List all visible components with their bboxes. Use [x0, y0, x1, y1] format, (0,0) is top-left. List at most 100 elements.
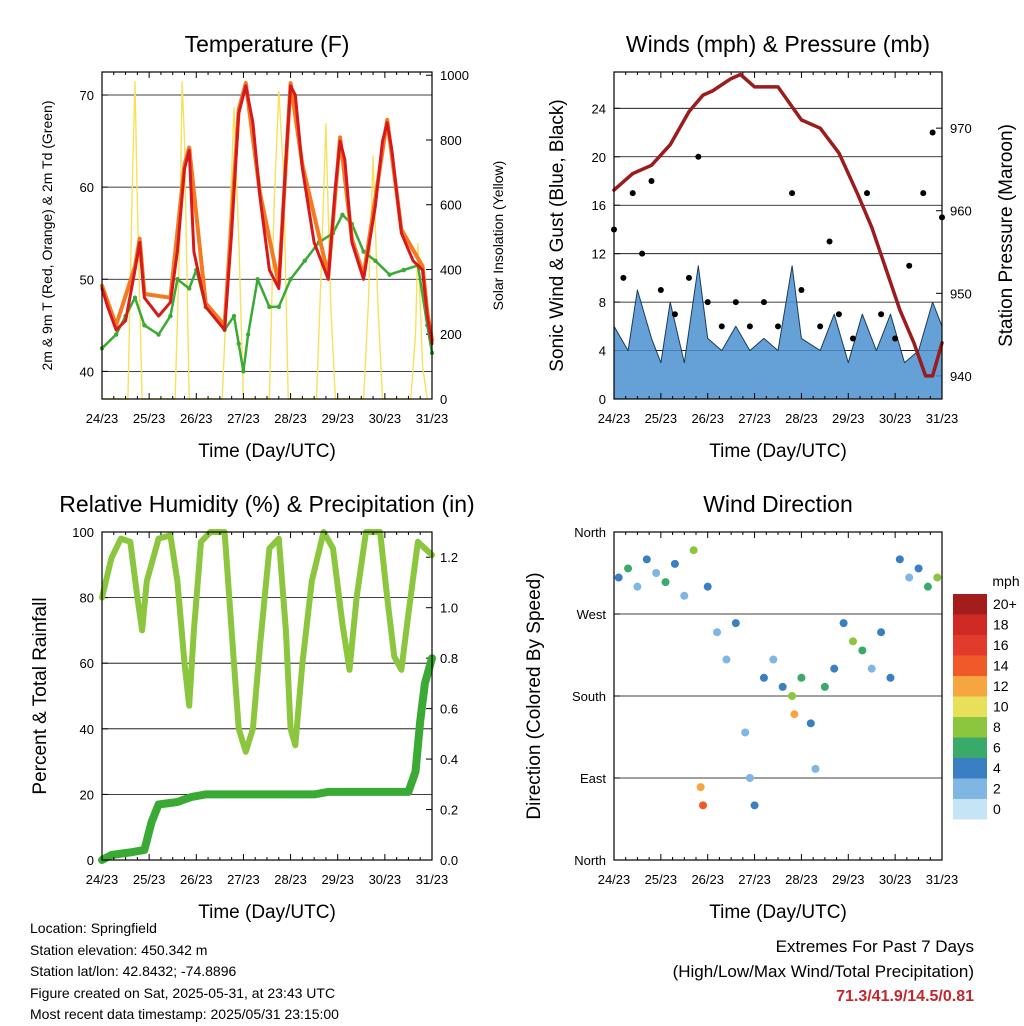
gust-point — [920, 190, 927, 197]
colorbar-swatch — [953, 758, 987, 779]
direction-point — [886, 673, 895, 682]
x-axis-label-0: Time (Day/UTC) — [198, 441, 336, 462]
x-tick-label-1-2: 26/23 — [691, 411, 724, 426]
gust-point — [629, 190, 636, 197]
direction-point — [680, 591, 689, 600]
x-tick-label-3-4: 28/23 — [785, 872, 818, 887]
y-tick-label-1-4: 16 — [592, 198, 606, 213]
gust-point — [878, 311, 885, 318]
dewpoint-point — [132, 295, 138, 300]
dewpoint-point — [288, 277, 293, 282]
x-tick-label-2-6: 30/23 — [369, 872, 402, 887]
direction-point — [745, 774, 754, 782]
y2-tick-label-2-0: 0.0 — [440, 853, 458, 868]
colorbar-label-6: 8 — [993, 719, 1001, 735]
x-tick-label-3-1: 25/23 — [645, 872, 678, 887]
x-tick-label-0-2: 26/23 — [180, 411, 213, 426]
direction-point — [806, 719, 815, 728]
colorbar-label-9: 2 — [993, 781, 1001, 797]
direction-point — [811, 764, 820, 773]
direction-point — [830, 664, 839, 673]
x-axis-label-2: Time (Day/UTC) — [198, 902, 336, 923]
gust-point — [704, 299, 711, 306]
direction-point — [624, 564, 633, 573]
dewpoint-point — [267, 304, 272, 310]
colorbar-label-8: 4 — [993, 760, 1001, 776]
dewpoint-point — [245, 332, 251, 337]
x-tick-label-1-7: 31/23 — [926, 411, 959, 426]
figure-created: Figure created on Sat, 2025-05-31, at 23… — [30, 984, 336, 1001]
direction-point — [933, 573, 942, 582]
dewpoint-point — [175, 277, 180, 282]
direction-point — [652, 569, 661, 577]
chart-title-2: Relative Humidity (%) & Precipitation (i… — [59, 491, 474, 517]
gust-point — [648, 178, 655, 184]
x-axis-label-1: Time (Day/UTC) — [709, 441, 847, 462]
y-tick-label-3-4: North — [574, 525, 606, 540]
colorbar-swatch — [953, 778, 987, 799]
plot-frame — [101, 531, 433, 861]
direction-point — [722, 655, 731, 664]
y2-tick-label-2-2: 0.4 — [440, 752, 458, 767]
station-latlon: Station lat/lon: 42.8432; -74.8896 — [30, 963, 237, 979]
extremes-subtitle: (High/Low/Max Wind/Total Precipitation) — [672, 962, 974, 981]
y-tick-label-0-1: 50 — [80, 272, 94, 287]
chart-title-3: Wind Direction — [703, 491, 853, 517]
x-tick-label-3-0: 24/23 — [598, 872, 631, 887]
gust-point — [620, 274, 627, 281]
y2-axis-label-0: Solar Insolation (Yellow) — [490, 161, 506, 311]
colorbar-label-1: 18 — [993, 617, 1009, 633]
colorbar-label-10: 0 — [993, 801, 1001, 817]
y-tick-label-3-0: North — [574, 853, 606, 868]
y-tick-label-1-3: 12 — [592, 247, 606, 262]
extremes-box: Extremes For Past 7 Days (High/Low/Max W… — [673, 934, 974, 1009]
colorbar-label-7: 6 — [993, 740, 1001, 756]
direction-point — [696, 783, 705, 792]
gust-point — [657, 287, 664, 293]
x-tick-label-0-4: 28/23 — [274, 411, 307, 426]
y-tick-label-1-2: 8 — [599, 295, 606, 310]
x-tick-label-3-7: 31/23 — [926, 872, 959, 887]
dewpoint-point — [156, 332, 161, 337]
y2-tick-label-1-1: 950 — [950, 286, 972, 301]
dewpoint-point — [241, 369, 246, 374]
direction-point — [713, 628, 722, 637]
y-axis-label-3: Direction (Colored By Speed) — [524, 572, 545, 819]
direction-point — [633, 582, 642, 591]
y2-tick-label-0-1: 200 — [440, 327, 462, 342]
colorbar-label-4: 12 — [993, 678, 1009, 694]
chart-title-1: Winds (mph) & Pressure (mb) — [626, 31, 930, 57]
series-wind-line — [613, 265, 943, 364]
colorbar-swatch — [953, 799, 987, 820]
y-tick-label-1-0: 0 — [599, 392, 606, 407]
y-tick-label-2-4: 80 — [80, 591, 94, 606]
x-tick-label-3-6: 30/23 — [879, 872, 912, 887]
series-relative-humidity — [99, 529, 435, 755]
colorbar-label-5: 10 — [993, 699, 1009, 715]
direction-point — [769, 655, 778, 664]
colorbar-swatch — [953, 594, 987, 615]
recent-timestamp: Most recent data timestamp: 2025/05/31 2… — [30, 1006, 339, 1022]
dewpoint-point — [340, 212, 345, 217]
y2-tick-label-2-4: 0.8 — [440, 651, 458, 666]
y2-tick-label-0-5: 1000 — [440, 68, 469, 83]
series-2m-temp — [100, 84, 434, 346]
x-tick-label-2-4: 28/23 — [274, 872, 307, 887]
gust-point — [695, 153, 702, 160]
series-wind-area — [614, 265, 942, 399]
y2-tick-label-2-5: 1.0 — [440, 601, 458, 616]
colorbar-swatch — [953, 717, 987, 738]
x-tick-label-2-7: 31/23 — [416, 872, 449, 887]
gust-point — [798, 287, 805, 293]
x-tick-label-1-0: 24/23 — [598, 411, 631, 426]
gust-point — [835, 311, 842, 318]
gust-point — [732, 299, 739, 306]
y-tick-label-1-5: 20 — [592, 150, 606, 165]
x-tick-label-0-3: 27/23 — [227, 411, 260, 426]
direction-point — [689, 546, 698, 555]
gust-point — [929, 129, 936, 136]
colorbar-swatch — [953, 635, 987, 656]
direction-point — [820, 682, 829, 691]
dewpoint-point — [401, 267, 406, 273]
plot-frame — [101, 71, 433, 400]
